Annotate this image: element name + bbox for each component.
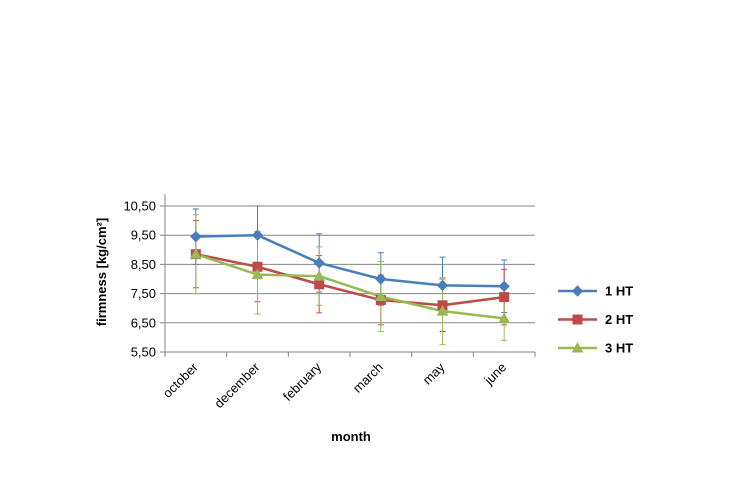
y-tick-labels: 5,50 6,50 7,50 8,50 9,50 10,50 (123, 199, 156, 360)
series-markers (189, 229, 511, 323)
legend-label-2-ht: 2 HT (605, 312, 633, 327)
legend-label-1-ht: 1 HT (605, 284, 633, 299)
data-point-3-ht (313, 270, 326, 281)
data-point-2-ht (314, 279, 325, 290)
data-point-1-ht (375, 273, 387, 285)
data-point-3-ht (374, 290, 387, 302)
data-point-1-ht (251, 229, 264, 241)
series-line-2-ht (195, 252, 505, 307)
y-tick-label: 7,50 (131, 286, 156, 301)
data-point-3-ht (498, 312, 511, 323)
data-point-1-ht (313, 257, 325, 269)
y-axis-label: firmness [kg/cm²] (94, 218, 109, 326)
data-point-1-ht (498, 280, 510, 293)
legend-label-3-ht: 3 HT (605, 341, 633, 356)
data-point-3-ht (189, 248, 202, 259)
axes (160, 194, 536, 357)
series-lines (195, 233, 505, 320)
data-point-3-ht (436, 305, 449, 316)
y-tick-label: 5,50 (131, 345, 156, 360)
x-tick-label: may (420, 359, 448, 387)
data-point-2-ht (499, 292, 510, 303)
x-tick-label: february (280, 359, 325, 404)
grid-lines (165, 205, 535, 324)
series-line-1-ht (195, 233, 505, 288)
data-point-1-ht (190, 230, 202, 243)
x-tick-label: june (481, 360, 510, 389)
y-tick-label: 6,50 (131, 315, 156, 330)
y-tick-label: 8,50 (131, 257, 156, 272)
series-line-3-ht (195, 252, 505, 320)
legend-marker-2-ht (572, 314, 583, 325)
legend-marker-3-ht (571, 341, 584, 353)
x-axis-label: month (331, 429, 371, 444)
x-tick-labels: october december february march may june (160, 359, 510, 411)
y-tick-label: 9,50 (131, 228, 156, 243)
x-tick-label: december (211, 359, 263, 411)
y-tick-label: 10,50 (123, 199, 156, 214)
x-tick-label: march (350, 360, 386, 396)
data-point-3-ht (251, 268, 264, 280)
legend: 1 HT 2 HT 3 HT (558, 284, 633, 356)
x-tick-label: october (160, 359, 202, 401)
data-point-1-ht (436, 279, 449, 292)
error-bars (192, 205, 508, 346)
legend-marker-1-ht (571, 285, 584, 297)
